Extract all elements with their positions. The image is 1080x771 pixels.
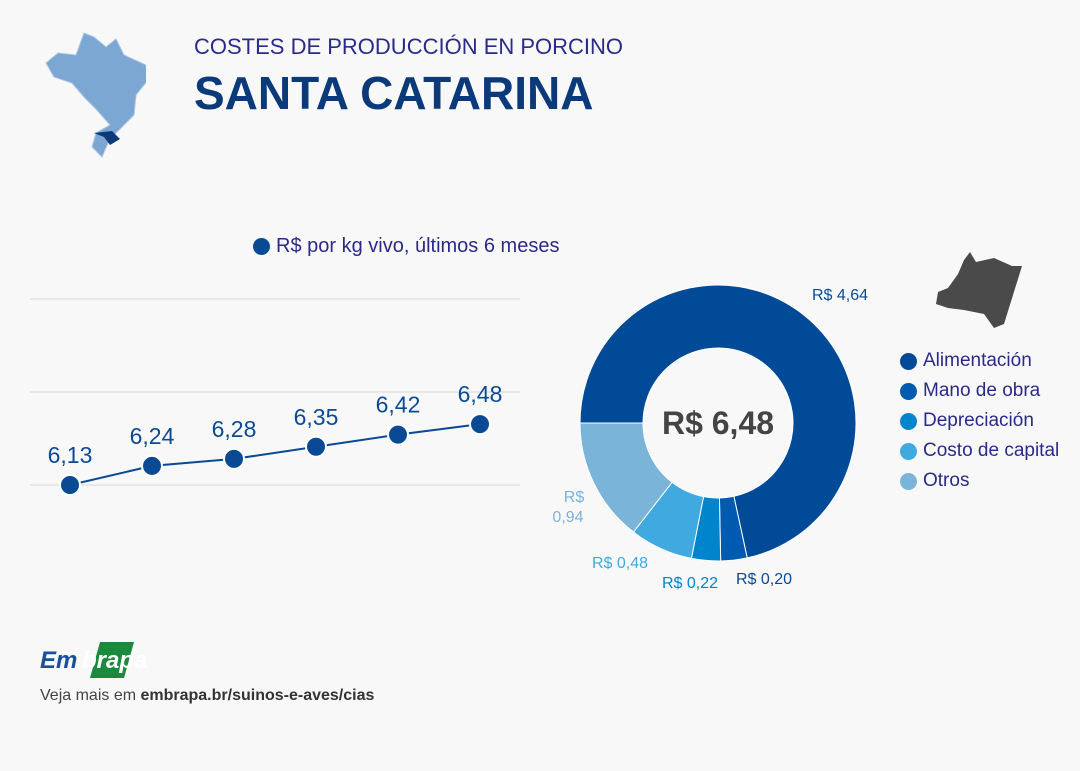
data-label: 6,42 — [376, 392, 421, 418]
subtitle: COSTES DE PRODUCCIÓN EN PORCINO — [194, 34, 624, 59]
legend-item: Costo de capital — [900, 436, 1059, 466]
line-chart: 6,13 6,24 6,28 6,35 6,42 6,48 — [30, 298, 520, 496]
slice-label: R$ 0,20 — [736, 571, 792, 588]
data-label: 6,24 — [130, 423, 175, 449]
slice-label: R$ 0,48 — [592, 555, 648, 572]
legend-label: Otros — [923, 470, 970, 491]
donut-chart: R$ 4,64 R$ 0,20 R$ 0,22 R$ 0,48 R$ 0,94 R$ 6,4… — [552, 284, 868, 592]
legend-dot — [900, 442, 917, 460]
footer-link[interactable]: embrapa.br/suinos-e-aves/cias — [140, 687, 375, 704]
brazil-map-icon — [45, 32, 146, 158]
donut-slice — [579, 284, 857, 559]
data-label: 6,13 — [48, 442, 93, 468]
legend-label: Costo de capital — [923, 440, 1060, 461]
slice-label: R$ — [564, 489, 585, 506]
footer-text: Veja mais em embrapa.br/suinos-e-aves/ci… — [40, 687, 374, 705]
data-point — [141, 454, 163, 477]
embrapa-logo: Em brapa — [40, 642, 147, 678]
legend-label: Alimentación — [923, 350, 1032, 371]
slice-label: 0,94 — [552, 509, 583, 526]
legend-item: Mano de obra — [900, 376, 1059, 406]
data-label: 6,48 — [458, 381, 503, 407]
legend-dot — [253, 238, 270, 255]
legend-dot — [900, 382, 917, 400]
legend-item: Alimentación — [900, 346, 1059, 376]
slice-label: R$ 0,22 — [662, 575, 718, 592]
page-title: SANTA CATARINA — [194, 67, 594, 119]
svg-text:brapa: brapa — [82, 647, 147, 674]
data-point — [387, 423, 409, 446]
series-line — [69, 423, 481, 486]
donut-legend: Alimentación Mano de obra Depreciación Cost… — [900, 346, 1059, 496]
data-label: 6,35 — [294, 404, 339, 430]
pig-icon — [936, 252, 1022, 328]
legend-dot — [900, 472, 917, 490]
data-point — [223, 447, 245, 470]
slice-label: R$ 4,64 — [812, 287, 868, 304]
legend-label: Depreciación — [923, 410, 1034, 431]
legend-dot — [900, 352, 917, 370]
legend-label: Mano de obra — [923, 380, 1041, 401]
donut-slice — [579, 422, 673, 533]
legend-item: Otros — [900, 466, 1059, 496]
donut-center-total: R$ 6,48 — [662, 405, 774, 441]
data-point — [469, 413, 491, 436]
legend-dot — [900, 412, 917, 430]
legend-item: Depreciación — [900, 406, 1059, 436]
data-point — [59, 474, 81, 496]
line-legend: R$ por kg vivo, últimos 6 meses — [253, 235, 559, 258]
data-point — [305, 435, 327, 458]
data-label: 6,28 — [212, 416, 257, 442]
legend-label: R$ por kg vivo, últimos 6 meses — [276, 235, 560, 257]
svg-text:Em: Em — [40, 647, 77, 674]
footer-prefix: Veja mais em — [40, 687, 141, 704]
